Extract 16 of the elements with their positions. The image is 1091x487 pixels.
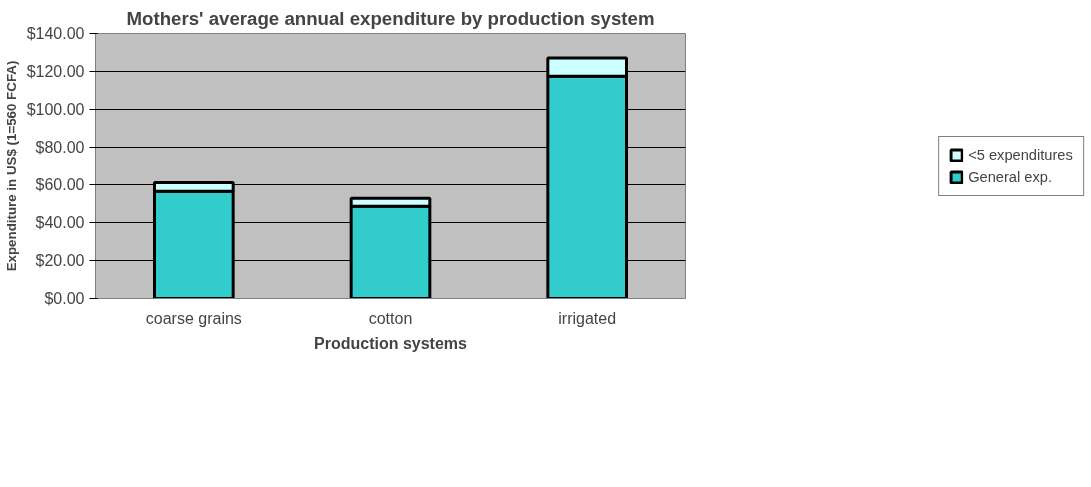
y-tick-label: $120.00 (26, 62, 85, 80)
y-tick-label: $40.00 (35, 214, 85, 232)
y-tick-label: $140.00 (26, 25, 85, 42)
y-tick-label: $0.00 (44, 290, 85, 307)
x-tick-label: cotton (368, 309, 413, 327)
y-tick-label: $20.00 (35, 252, 85, 270)
y-tick-label: $60.00 (35, 176, 85, 194)
chart-title: Mothers' average annual expenditure by production system (126, 7, 655, 29)
legend-label: General exp. (968, 168, 1053, 185)
x-tick-label: coarse grains (145, 309, 242, 327)
y-axis-title: Expenditure in US$ (1=560 FCFA) (3, 60, 19, 272)
x-tick-label: irrigated (558, 309, 617, 327)
legend-label: <5 expenditures (968, 146, 1073, 163)
x-axis-title: Production systems (314, 334, 468, 352)
y-tick-label: $80.00 (35, 138, 85, 156)
y-tick-label: $100.00 (26, 100, 85, 118)
